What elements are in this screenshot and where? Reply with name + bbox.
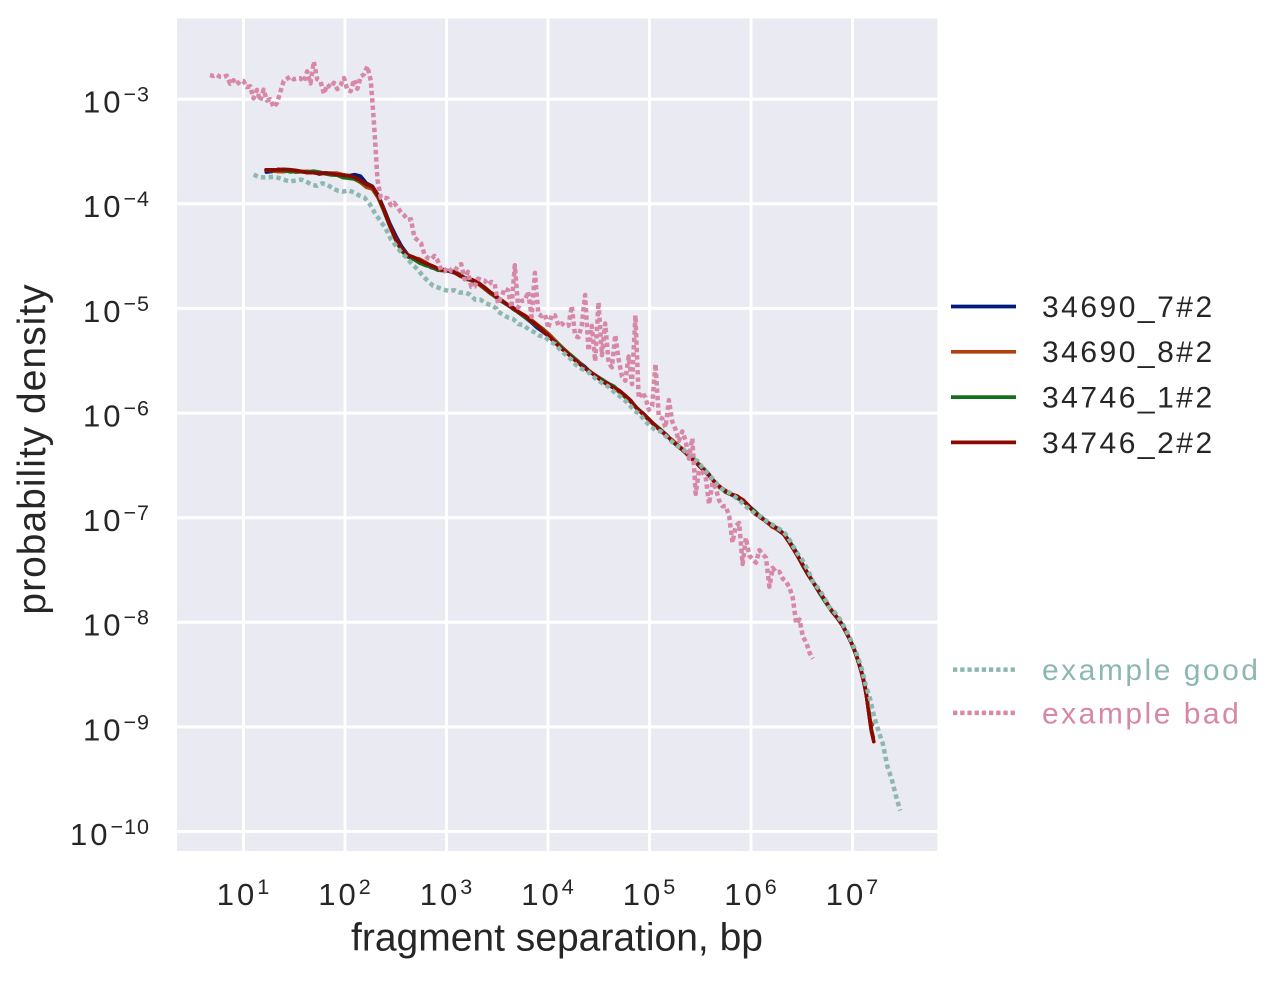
svg-text:10−10: 10−10	[70, 815, 150, 852]
svg-text:34690_7#2: 34690_7#2	[1042, 291, 1215, 324]
svg-text:105: 105	[623, 875, 676, 912]
svg-text:34746_1#2: 34746_1#2	[1042, 382, 1215, 415]
svg-text:fragment separation, bp: fragment separation, bp	[351, 917, 763, 960]
svg-text:34690_8#2: 34690_8#2	[1042, 336, 1215, 369]
svg-text:34746_2#2: 34746_2#2	[1042, 427, 1215, 460]
svg-text:probability density: probability density	[11, 283, 54, 614]
svg-text:example bad: example bad	[1042, 697, 1241, 730]
svg-text:example good: example good	[1042, 654, 1260, 687]
svg-text:10−5: 10−5	[83, 292, 150, 329]
svg-text:10−6: 10−6	[83, 397, 150, 434]
svg-text:10−8: 10−8	[83, 606, 150, 643]
